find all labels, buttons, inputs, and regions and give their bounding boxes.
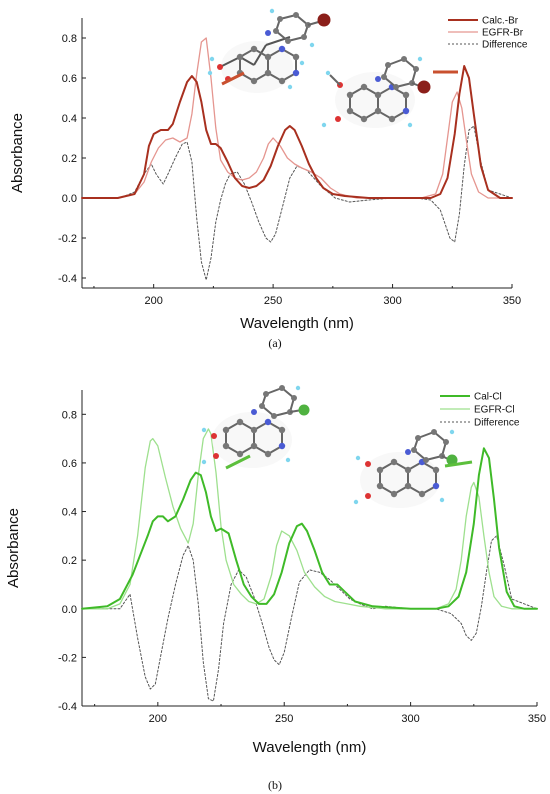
y-tick-label: 0.0	[62, 604, 77, 616]
x-axis-title: Wavelength (nm)	[240, 315, 354, 332]
x-tick-label: 200	[149, 713, 167, 725]
legend-label: Cal-Cl	[474, 392, 502, 403]
y-tick-label: 0.2	[62, 555, 77, 567]
chart-a-molecules	[207, 8, 458, 128]
y-tick-label: 0.0	[62, 193, 77, 205]
chart-b-legend: Cal-Cl EGFR-Cl Difference	[440, 392, 520, 429]
legend-label: Difference	[482, 40, 528, 51]
chart-b-molecules	[201, 385, 473, 508]
chart-panel-b: -0.4 -0.2 0.0 0.2 0.4 0.6 0.8 200 250 300 350 Wavel…	[5, 385, 546, 756]
y-tick-label: -0.4	[58, 701, 77, 713]
y-tick-label: 0.4	[62, 113, 77, 125]
arrow-a-1-icon	[221, 71, 245, 86]
panel-label-b: (b)	[268, 778, 282, 792]
x-tick-label: 350	[528, 713, 546, 725]
legend-label: Difference	[474, 418, 520, 429]
y-tick-label: -0.2	[58, 652, 77, 664]
x-tick-label: 300	[401, 713, 419, 725]
molecule-br-1-icon	[207, 8, 331, 93]
y-axis-title: Absorbance	[5, 508, 22, 588]
chart-a-series	[81, 37, 513, 281]
y-tick-label: 0.4	[62, 507, 77, 519]
molecule-cl-1-icon	[201, 385, 310, 468]
arrow-b-2-icon	[444, 460, 473, 468]
legend-label: EGFR-Cl	[474, 405, 515, 416]
y-tick-label: 0.8	[62, 33, 77, 45]
series-line-calc-br	[81, 65, 513, 199]
x-tick-label: 350	[503, 295, 521, 307]
molecule-br-2-icon	[321, 56, 431, 128]
arrow-b-1-icon	[225, 454, 251, 470]
x-tick-label: 200	[144, 295, 162, 307]
series-line-egfr-cl	[81, 428, 538, 610]
y-tick-label: 0.6	[62, 458, 77, 470]
chart-panel-a: -0.4 -0.2 0.0 0.2 0.4 0.6 0.8 200 250 300 350 Wavel…	[9, 8, 528, 332]
chart-a-axes: -0.4 -0.2 0.0 0.2 0.4 0.6 0.8 200 250 300 350 Wavel…	[9, 18, 521, 332]
chart-b-series	[81, 428, 538, 702]
legend-label: EGFR-Br	[482, 28, 524, 39]
panel-label-a: (a)	[268, 336, 281, 350]
y-tick-label: 0.6	[62, 73, 77, 85]
legend-label: Calc.-Br	[482, 16, 519, 27]
y-tick-label: 0.8	[62, 409, 77, 421]
x-tick-label: 250	[264, 295, 282, 307]
series-line-egfr-br	[81, 37, 513, 199]
series-line-difference	[81, 535, 538, 702]
x-tick-label: 250	[275, 713, 293, 725]
y-axis-title: Absorbance	[9, 113, 26, 193]
y-tick-label: -0.2	[58, 233, 77, 245]
chart-b-axes: -0.4 -0.2 0.0 0.2 0.4 0.6 0.8 200 250 300 350 Wavel…	[5, 390, 546, 756]
y-tick-label: 0.2	[62, 153, 77, 165]
series-line-difference	[81, 125, 513, 281]
y-tick-label: -0.4	[58, 273, 77, 285]
series-line-cal-cl	[81, 447, 538, 610]
molecule-cl-2-icon	[353, 429, 458, 508]
x-tick-label: 300	[383, 295, 401, 307]
x-axis-title: Wavelength (nm)	[253, 739, 367, 756]
